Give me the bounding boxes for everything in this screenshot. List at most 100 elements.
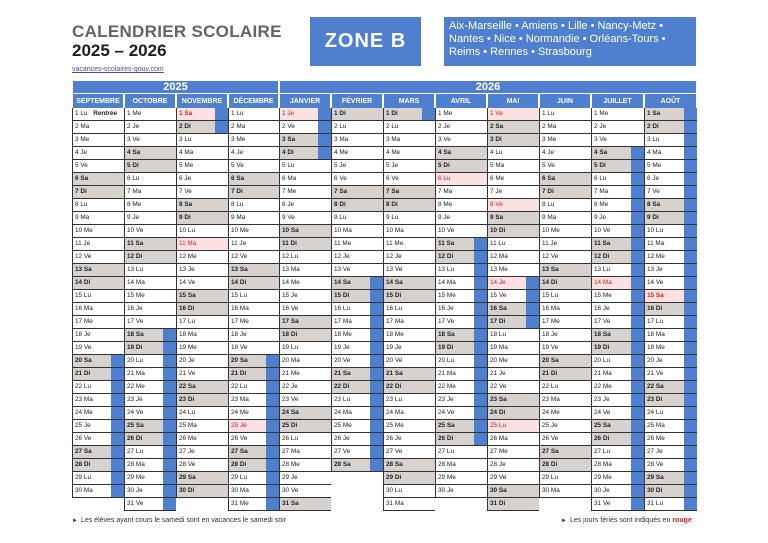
day-cell: 6 Sa [72, 173, 124, 186]
day-cell: 14 Ve [176, 277, 228, 290]
day-cell: 4 Je [72, 147, 124, 160]
saturday-note-text: Les élèves ayant cours le samedi sont en… [80, 517, 287, 524]
day-cell: 27 Je [644, 446, 697, 459]
day-cell: 23 Di [176, 394, 228, 407]
day-cell: 18 Lu [487, 329, 539, 342]
day-cell: 4 Lu [487, 147, 539, 160]
day-cell: 10 Ma [383, 225, 435, 238]
vacation-marker [163, 446, 176, 458]
day-cell: 3 Ve [124, 134, 176, 147]
day-cell: 17 Ma [331, 316, 383, 329]
vacation-marker [631, 342, 644, 354]
vacation-marker [684, 290, 697, 302]
day-cell: 14 Ma [435, 277, 487, 290]
day-cell: 27 Sa [228, 446, 279, 459]
vacation-marker [266, 355, 279, 367]
day-cell: 28 Ma [124, 459, 176, 472]
vacation-marker [266, 433, 279, 445]
day-cell: 4 Sa [124, 147, 176, 160]
day-cell: 16 Di [176, 303, 228, 316]
vacation-marker [318, 108, 331, 120]
day-cell: 20 Je [644, 355, 697, 368]
month-header: JUILLET [591, 94, 644, 108]
vacation-marker [266, 420, 279, 432]
day-cell: 4 Sa [435, 147, 487, 160]
vacation-marker [474, 329, 487, 341]
day-cell: 28 Me [279, 459, 331, 472]
holiday-note-red: rouge [672, 517, 692, 524]
day-cell: 31 Ma [383, 498, 435, 511]
vacation-marker [526, 277, 539, 289]
day-cell: 7 Ma [435, 186, 487, 199]
day-cell: 19 Di [591, 342, 644, 355]
vacation-marker [111, 472, 124, 484]
day-cell: 7 Je [487, 186, 539, 199]
day-cell: 28 Ve [644, 459, 697, 472]
day-cell: 2 Je [591, 121, 644, 134]
day-cell: 29 Me [435, 472, 487, 485]
month-column: 1 Me 2 Je 3 Ve 4 Sa 5 Di 6 Lu 7 Ma 8 Me 9 Je 10 V… [591, 108, 644, 511]
day-cell: 1 Me [591, 108, 644, 121]
day-cell: 24 Me [228, 407, 279, 420]
day-cell: 22 Lu [72, 381, 124, 394]
day-cell: 6 Lu [591, 173, 644, 186]
vacation-marker [266, 498, 279, 510]
vacation-marker [266, 485, 279, 497]
day-cell: 18 Sa [591, 329, 644, 342]
month-column: 1 Me 2 Je 3 Ve 4 Sa 5 Di 6 Lu 7 Ma 8 Me 9 Je 10 V… [435, 108, 487, 511]
day-cell: 3 Me [72, 134, 124, 147]
vacation-marker [631, 433, 644, 445]
vacation-marker [370, 446, 383, 458]
day-cell: 2 Je [124, 121, 176, 134]
day-cell: 21 Ve [176, 368, 228, 381]
day-cell: 15 Di [383, 290, 435, 303]
day-cell: 9 Ma [228, 212, 279, 225]
day-cell: 9 Lu [331, 212, 383, 225]
day-cell: 13 Ma [279, 264, 331, 277]
vacation-marker [370, 459, 383, 471]
day-cell: 29 Je [279, 472, 331, 485]
vacation-marker [474, 303, 487, 315]
vacation-marker [266, 394, 279, 406]
day-cell: 22 Je [279, 381, 331, 394]
holiday-note: ► Les jours fériés sont indiqués en rouge [561, 517, 692, 524]
day-cell: 30 Di [176, 485, 228, 498]
vacation-marker [631, 407, 644, 419]
day-cell: 7 Ve [644, 186, 697, 199]
day-cell: 17 Ma [383, 316, 435, 329]
day-cell: 13 Ve [383, 264, 435, 277]
day-cell: 14 Ve [644, 277, 697, 290]
vacation-marker [474, 264, 487, 276]
day-cell: 6 Ma [279, 173, 331, 186]
day-cell: 13 Lu [591, 264, 644, 277]
vacation-marker [526, 303, 539, 315]
month-column: 1 Sa 2 Di 3 Lu 4 Ma 5 Me 6 Je 7 Ve 8 Sa 9 Di 10 L… [176, 108, 228, 511]
day-cell: 17 Ve [591, 316, 644, 329]
day-cell: 31 Lu [644, 498, 697, 511]
day-cell: 24 Lu [176, 407, 228, 420]
day-cell: 30 Je [124, 485, 176, 498]
day-cell: 13 Sa [72, 264, 124, 277]
day-cell: 4 Di [279, 147, 331, 160]
vacation-marker [111, 459, 124, 471]
day-cell: 3 Ma [383, 134, 435, 147]
vacation-marker [631, 381, 644, 393]
day-cell: 22 Sa [644, 381, 697, 394]
day-cell: 14 Di [72, 277, 124, 290]
vacation-marker [474, 238, 487, 250]
day-cell: 3 Lu [644, 134, 697, 147]
vacation-marker [370, 342, 383, 354]
day-cell: 30 Ma [72, 485, 124, 498]
day-cell: 16 Ma [228, 303, 279, 316]
day-cell: 21 Ma [591, 368, 644, 381]
vacation-marker [474, 381, 487, 393]
day-cell: 21 Di [72, 368, 124, 381]
day-cell: 31 Di [487, 498, 539, 511]
day-cell: 26 Je [383, 433, 435, 446]
day-cell: 29 Ve [487, 472, 539, 485]
day-cell: 15 Lu [539, 290, 591, 303]
day-cell: 3 Lu [176, 134, 228, 147]
day-cell: 5 Ve [72, 160, 124, 173]
site-link[interactable]: vacances-scolaires-gouv.com [72, 66, 164, 73]
day-cell: 25 Di [279, 420, 331, 433]
